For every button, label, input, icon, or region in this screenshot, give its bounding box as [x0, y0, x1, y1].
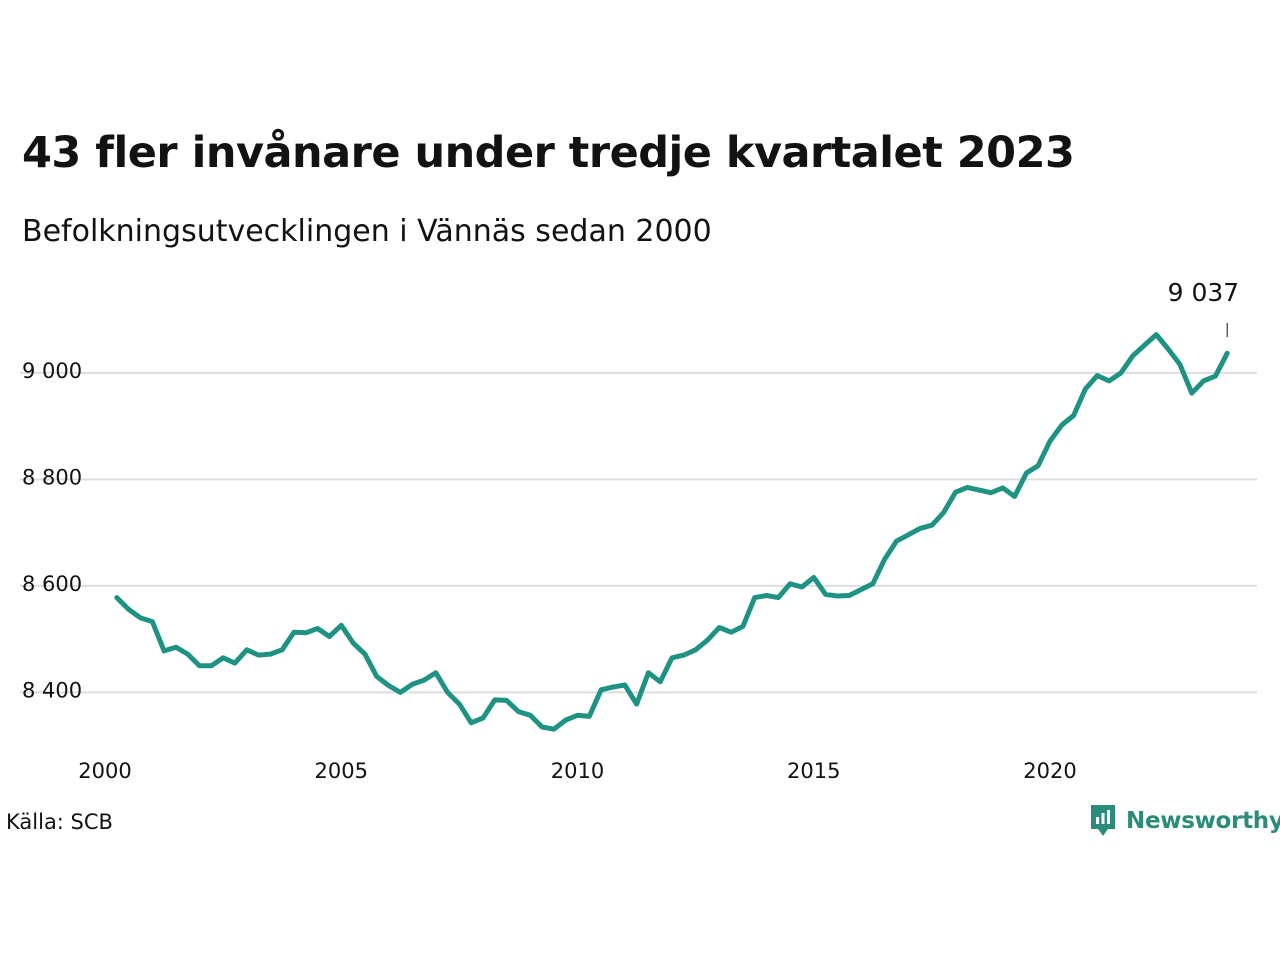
x-tick-label: 2005	[315, 759, 368, 783]
y-tick-label: 8 600	[22, 572, 82, 596]
y-tick-label: 9 000	[22, 359, 82, 383]
y-tick-label: 8 400	[22, 678, 82, 702]
annotations: 9 037	[1168, 278, 1240, 337]
gridlines	[20, 371, 1257, 694]
series-line	[114, 332, 1230, 732]
source-note: Källa: SCB	[6, 810, 113, 834]
x-tick-label: 2015	[787, 759, 840, 783]
x-axis-ticks: 2000 2005 2010 2015 2020	[78, 759, 1076, 783]
end-value-label: 9 037	[1168, 278, 1240, 307]
x-tick-label: 2000	[78, 759, 131, 783]
brand-logo: Newsworthy	[1088, 802, 1280, 840]
chart-title: 43 fler invånare under tredje kvartalet …	[22, 128, 1075, 178]
x-tick-label: 2010	[551, 759, 604, 783]
series-layer	[114, 332, 1230, 732]
x-tick-label: 2020	[1023, 759, 1076, 783]
y-tick-label: 8 800	[22, 465, 82, 489]
brand-name: Newsworthy	[1126, 808, 1280, 834]
y-axis-ticks: 8 400 8 600 8 800 9 000	[22, 359, 82, 703]
chart-subtitle: Befolkningsutvecklingen i Vännäs sedan 2…	[22, 214, 712, 249]
newsworthy-logo-icon	[1091, 805, 1115, 836]
